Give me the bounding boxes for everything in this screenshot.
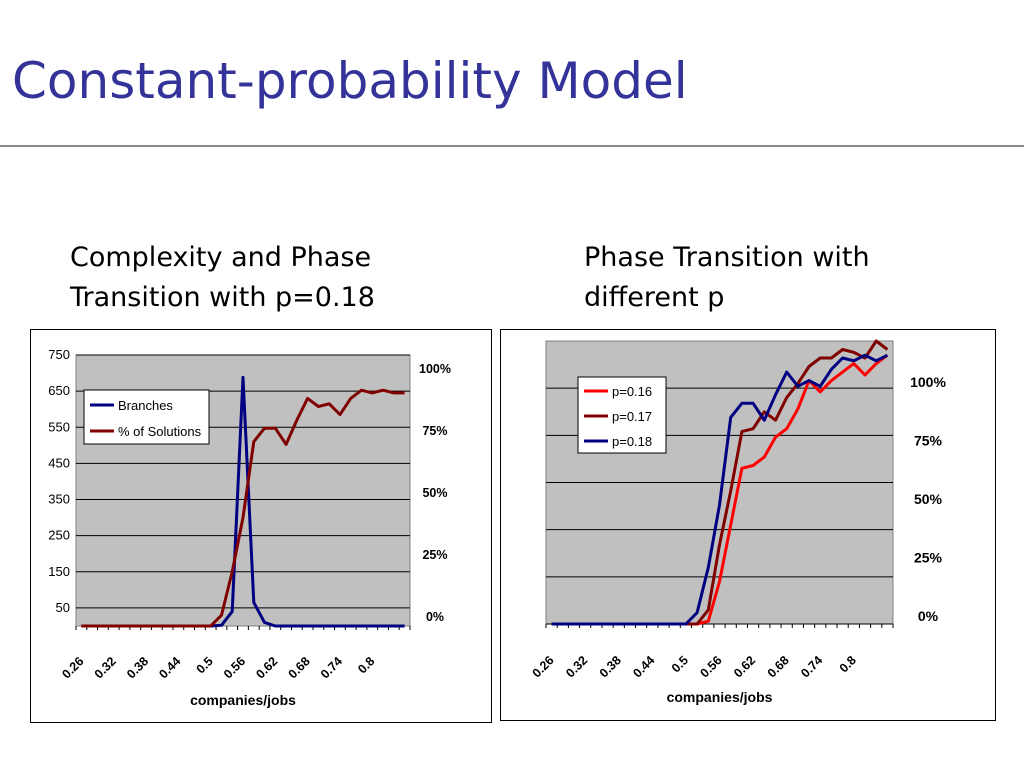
y-left-tick-label-650: 650 xyxy=(48,383,70,398)
y-right-tick-label-100: 100% xyxy=(419,362,451,376)
y-right-tick-label-25: 25% xyxy=(422,548,447,562)
left-caption-line-2: Transition with p=0.18 xyxy=(70,282,375,313)
y-right-tick-label-75: 75% xyxy=(914,433,943,449)
legend-label-p-0-18: p=0.18 xyxy=(612,434,652,449)
phase-transition-chart: 0.26 0.32 0.38 0.44 0.5 0.56 0.62 0.68 0.74 0.8 co… xyxy=(500,329,996,721)
complexity-chart-svg: 0.26 0.32 0.38 0.44 0.5 0.56 0.62 0.68 0.74 0.8co… xyxy=(30,329,492,723)
slide-title: Constant-probability Model xyxy=(12,52,688,110)
legend-box xyxy=(83,389,210,445)
legend-label-branches: Branches xyxy=(118,398,173,413)
y-left-tick-label-450: 450 xyxy=(48,455,70,470)
y-right-tick-label-0: 0% xyxy=(918,608,939,624)
right-chart-caption: Phase Transition with different p xyxy=(584,238,870,318)
y-right-tick-label-25: 25% xyxy=(914,550,943,566)
y-left-tick-label-550: 550 xyxy=(48,419,70,434)
x-axis-title: companies/jobs xyxy=(190,692,296,708)
y-right-tick-label-0: 0% xyxy=(426,610,444,624)
y-left-tick-label-250: 250 xyxy=(48,528,70,543)
legend-label-p-0-16: p=0.16 xyxy=(612,384,652,399)
phase-transition-chart-svg: 0.26 0.32 0.38 0.44 0.5 0.56 0.62 0.68 0.74 0.8co… xyxy=(500,329,996,721)
y-left-tick-label-350: 350 xyxy=(48,492,70,507)
x-axis-title: companies/jobs xyxy=(667,689,773,705)
y-right-tick-label-50: 50% xyxy=(422,486,447,500)
left-chart-caption: Complexity and Phase Transition with p=0… xyxy=(70,238,375,318)
y-left-tick-label-150: 150 xyxy=(48,564,70,579)
right-caption-line-2: different p xyxy=(584,282,725,313)
y-left-tick-label-750: 750 xyxy=(48,347,70,362)
legend-label-p-0-17: p=0.17 xyxy=(612,409,652,424)
left-caption-line-1: Complexity and Phase xyxy=(70,242,372,273)
y-right-tick-label-75: 75% xyxy=(422,424,447,438)
complexity-chart: 0.26 0.32 0.38 0.44 0.5 0.56 0.62 0.68 0.74 0.8 co… xyxy=(30,329,492,723)
y-right-tick-label-50: 50% xyxy=(914,491,943,507)
title-divider xyxy=(0,145,1024,147)
right-caption-line-1: Phase Transition with xyxy=(584,242,870,273)
y-right-tick-label-100: 100% xyxy=(910,374,946,390)
series-line-of-solutions xyxy=(81,388,405,628)
legend-label-of-solutions: % of Solutions xyxy=(118,424,202,439)
y-left-tick-label-50: 50 xyxy=(56,600,70,615)
series-line-p-0-18 xyxy=(551,353,889,626)
